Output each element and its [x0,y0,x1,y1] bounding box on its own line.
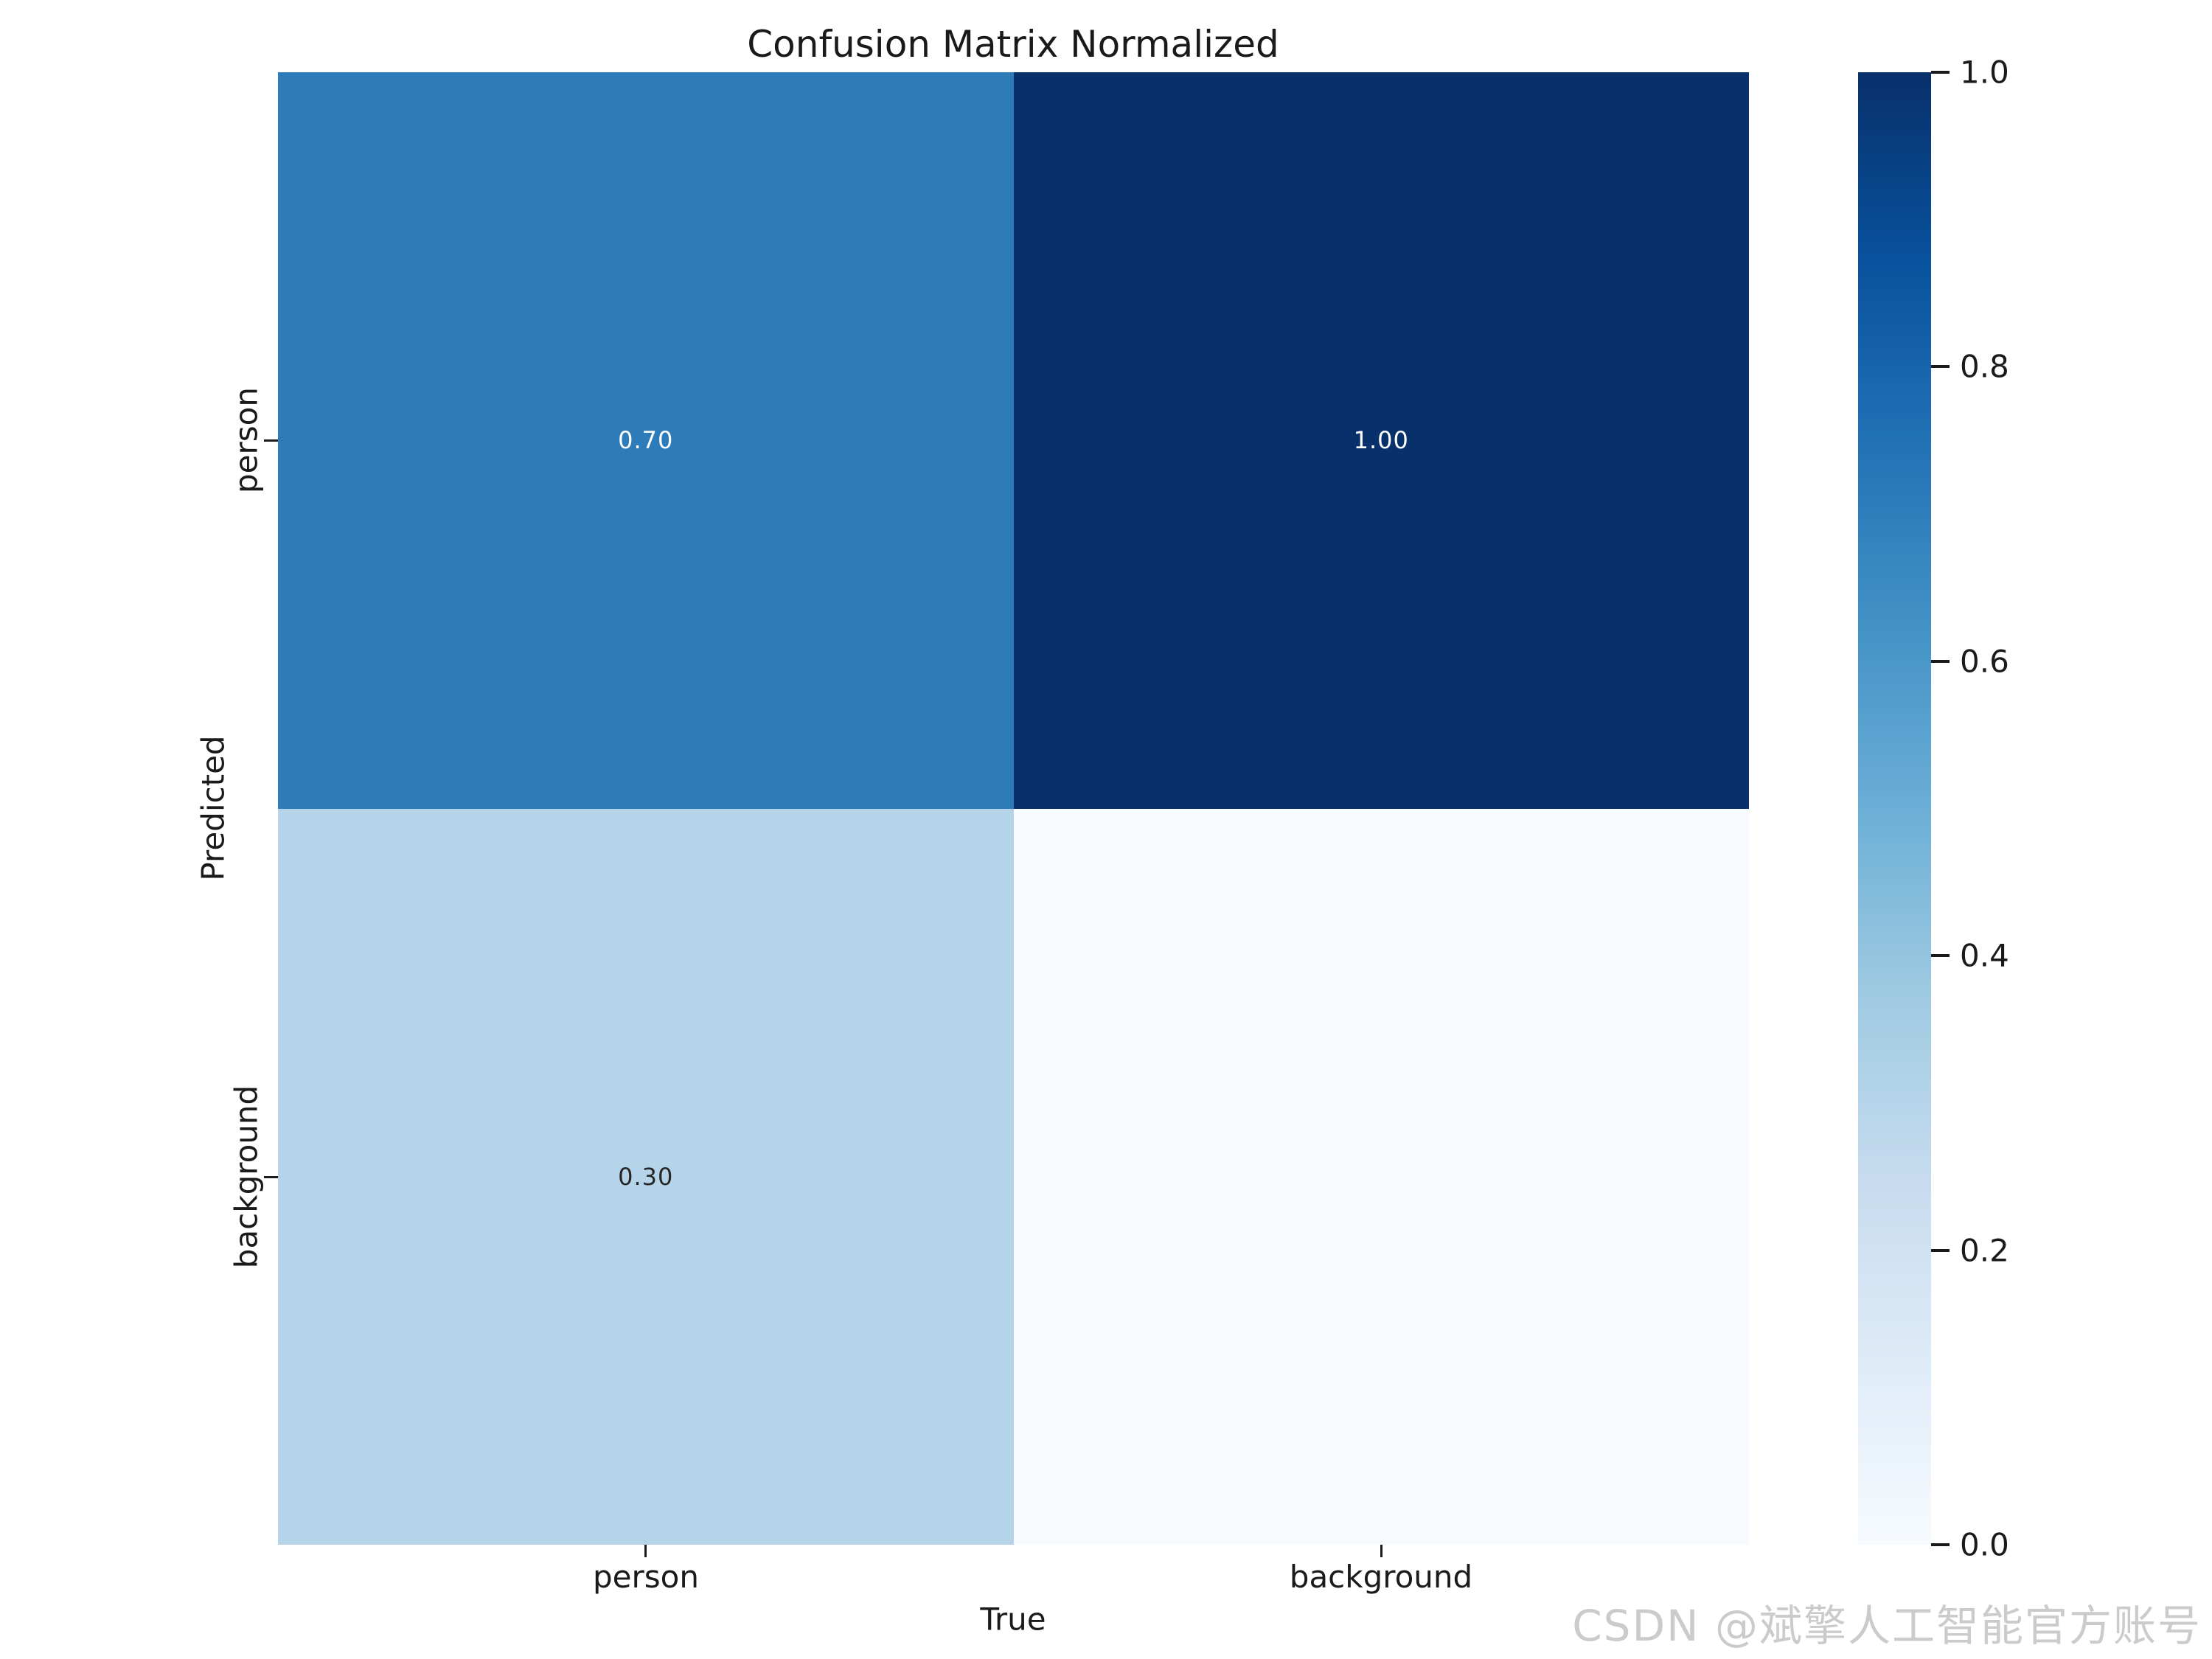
colorbar-tick-label: 1.0 [1960,54,2009,91]
csdn-watermark: CSDN @斌擎人工智能官方账号 [1572,1601,2202,1651]
x-tick-label-person: person [593,1559,699,1595]
y-axis-label: Predicted [195,735,232,881]
cell-value: 1.00 [1353,426,1409,455]
y-axis-tick-background [264,1176,278,1178]
heatmap-grid: 0.70 1.00 0.30 [278,72,1749,1545]
heatmap-cell-background-background [1013,808,1749,1545]
colorbar-tick-label: 0.4 [1960,937,2009,974]
chart-title: Confusion Matrix Normalized [747,23,1279,66]
colorbar-tick-label: 0.2 [1960,1232,2009,1269]
heatmap-cell-background-person: 0.30 [278,808,1014,1545]
x-tick-label-background: background [1289,1559,1473,1595]
colorbar-tick [1931,1543,1950,1546]
heatmap-cell-person-person: 0.70 [278,72,1014,809]
colorbar-tick-label: 0.0 [1960,1526,2009,1563]
x-axis-tick-background [1380,1545,1382,1557]
colorbar [1858,72,1931,1545]
colorbar-tick-label: 0.6 [1960,643,2009,680]
y-tick-label-person: person [228,387,265,493]
heatmap-cell-person-background: 1.00 [1013,72,1749,809]
cell-value: 0.30 [618,1162,674,1191]
colorbar-tick [1931,660,1950,663]
y-axis-tick-person [264,439,278,442]
cell-value: 0.70 [618,426,674,455]
colorbar-tick [1931,1249,1950,1252]
colorbar-tick [1931,365,1950,368]
colorbar-tick [1931,954,1950,957]
colorbar-tick [1931,71,1950,74]
x-axis-tick-person [644,1545,647,1557]
y-tick-label-background: background [228,1085,265,1269]
x-axis-label: True [980,1601,1046,1638]
colorbar-tick-label: 0.8 [1960,348,2009,385]
